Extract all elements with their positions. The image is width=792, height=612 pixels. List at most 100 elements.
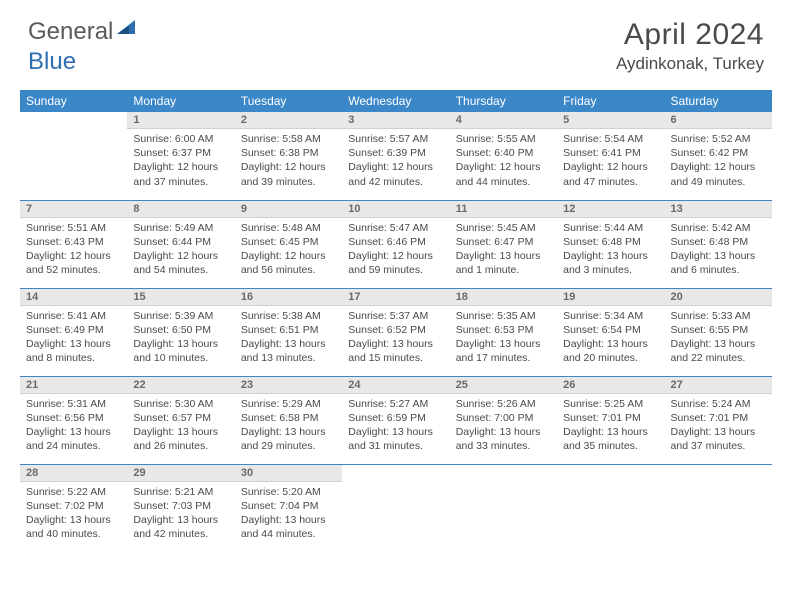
sunset-text: Sunset: 6:56 PM — [26, 411, 121, 425]
calendar-week-row: 28Sunrise: 5:22 AMSunset: 7:02 PMDayligh… — [20, 464, 772, 552]
empty-day — [665, 465, 772, 481]
daylight-text: Daylight: 12 hours and 59 minutes. — [348, 249, 443, 277]
sunset-text: Sunset: 6:43 PM — [26, 235, 121, 249]
title-block: April 2024 Aydinkonak, Turkey — [616, 18, 764, 74]
day-number: 25 — [450, 377, 557, 394]
day-details: Sunrise: 5:52 AMSunset: 6:42 PMDaylight:… — [665, 129, 772, 192]
sunset-text: Sunset: 7:00 PM — [456, 411, 551, 425]
page-title: April 2024 — [616, 18, 764, 52]
calendar-cell: 22 Sunrise: 5:30 AMSunset: 6:57 PMDayligh… — [127, 376, 234, 464]
calendar-cell: 21Sunrise: 5:31 AMSunset: 6:56 PMDayligh… — [20, 376, 127, 464]
sunrise-text: Sunrise: 5:35 AM — [456, 309, 551, 323]
calendar-cell: 20Sunrise: 5:33 AMSunset: 6:55 PMDayligh… — [665, 288, 772, 376]
calendar-cell: 11Sunrise: 5:45 AMSunset: 6:47 PMDayligh… — [450, 200, 557, 288]
daylight-text: Daylight: 13 hours and 13 minutes. — [241, 337, 336, 365]
day-details: Sunrise: 5:29 AMSunset: 6:58 PMDaylight:… — [235, 394, 342, 457]
calendar-cell — [665, 464, 772, 552]
day-number: 13 — [665, 201, 772, 218]
day-number: 11 — [450, 201, 557, 218]
day-details: Sunrise: 5:57 AMSunset: 6:39 PMDaylight:… — [342, 129, 449, 192]
daylight-text: Daylight: 13 hours and 40 minutes. — [26, 513, 121, 541]
day-details: Sunrise: 5:33 AMSunset: 6:55 PMDaylight:… — [665, 306, 772, 369]
daylight-text: Daylight: 12 hours and 39 minutes. — [241, 160, 336, 188]
day-number: 22 — [127, 377, 234, 394]
day-details: Sunrise: 5:20 AMSunset: 7:04 PMDaylight:… — [235, 482, 342, 545]
sunset-text: Sunset: 6:46 PM — [348, 235, 443, 249]
calendar-cell: 10Sunrise: 5:47 AMSunset: 6:46 PMDayligh… — [342, 200, 449, 288]
calendar-cell: 30Sunrise: 5:20 AMSunset: 7:04 PMDayligh… — [235, 464, 342, 552]
sunrise-text: Sunrise: 5:41 AM — [26, 309, 121, 323]
day-number: 18 — [450, 289, 557, 306]
sunrise-text: Sunrise: 5:25 AM — [563, 397, 658, 411]
calendar-week-row: 1Sunrise: 6:00 AMSunset: 6:37 PMDaylight… — [20, 112, 772, 200]
sunrise-text: Sunrise: 5:22 AM — [26, 485, 121, 499]
sunrise-text: Sunrise: 5:44 AM — [563, 221, 658, 235]
daylight-text: Daylight: 13 hours and 17 minutes. — [456, 337, 551, 365]
day-details: Sunrise: 5:47 AMSunset: 6:46 PMDaylight:… — [342, 218, 449, 281]
daylight-text: Daylight: 12 hours and 52 minutes. — [26, 249, 121, 277]
daylight-text: Daylight: 13 hours and 1 minute. — [456, 249, 551, 277]
sunrise-text: Sunrise: 5:37 AM — [348, 309, 443, 323]
day-number: 1 — [127, 112, 234, 129]
sunrise-text: Sunrise: 5:27 AM — [348, 397, 443, 411]
calendar-cell: 26Sunrise: 5:25 AMSunset: 7:01 PMDayligh… — [557, 376, 664, 464]
sunset-text: Sunset: 6:58 PM — [241, 411, 336, 425]
day-number: 3 — [342, 112, 449, 129]
weekday-header: Thursday — [450, 90, 557, 112]
sunrise-text: Sunrise: 5:30 AM — [133, 397, 228, 411]
logo-flag-icon — [117, 20, 143, 45]
day-details: Sunrise: 5:39 AMSunset: 6:50 PMDaylight:… — [127, 306, 234, 369]
calendar-cell: 3Sunrise: 5:57 AMSunset: 6:39 PMDaylight… — [342, 112, 449, 200]
sunrise-text: Sunrise: 5:39 AM — [133, 309, 228, 323]
daylight-text: Daylight: 13 hours and 42 minutes. — [133, 513, 228, 541]
daylight-text: Daylight: 12 hours and 47 minutes. — [563, 160, 658, 188]
calendar-cell: 27Sunrise: 5:24 AMSunset: 7:01 PMDayligh… — [665, 376, 772, 464]
calendar-cell: 19Sunrise: 5:34 AMSunset: 6:54 PMDayligh… — [557, 288, 664, 376]
day-number: 19 — [557, 289, 664, 306]
day-details: Sunrise: 5:37 AMSunset: 6:52 PMDaylight:… — [342, 306, 449, 369]
sunset-text: Sunset: 6:55 PM — [671, 323, 766, 337]
day-details: Sunrise: 5:35 AMSunset: 6:53 PMDaylight:… — [450, 306, 557, 369]
calendar-cell: 15Sunrise: 5:39 AMSunset: 6:50 PMDayligh… — [127, 288, 234, 376]
daylight-text: Daylight: 13 hours and 31 minutes. — [348, 425, 443, 453]
day-number: 15 — [127, 289, 234, 306]
day-details: Sunrise: 5:38 AMSunset: 6:51 PMDaylight:… — [235, 306, 342, 369]
logo-text-blue: Blue — [28, 48, 76, 75]
calendar-cell: 18Sunrise: 5:35 AMSunset: 6:53 PMDayligh… — [450, 288, 557, 376]
empty-day — [342, 465, 449, 481]
sunset-text: Sunset: 6:52 PM — [348, 323, 443, 337]
calendar-cell: 17Sunrise: 5:37 AMSunset: 6:52 PMDayligh… — [342, 288, 449, 376]
day-number: 5 — [557, 112, 664, 129]
sunrise-text: Sunrise: 5:42 AM — [671, 221, 766, 235]
daylight-text: Daylight: 12 hours and 42 minutes. — [348, 160, 443, 188]
daylight-text: Daylight: 13 hours and 26 minutes. — [133, 425, 228, 453]
calendar-cell: 8Sunrise: 5:49 AMSunset: 6:44 PMDaylight… — [127, 200, 234, 288]
sunrise-text: Sunrise: 5:45 AM — [456, 221, 551, 235]
sunset-text: Sunset: 6:57 PM — [133, 411, 228, 425]
day-number: 20 — [665, 289, 772, 306]
sunrise-text: Sunrise: 5:34 AM — [563, 309, 658, 323]
day-number: 14 — [20, 289, 127, 306]
sunrise-text: Sunrise: 5:24 AM — [671, 397, 766, 411]
empty-day — [557, 465, 664, 481]
day-number: 27 — [665, 377, 772, 394]
calendar-cell — [450, 464, 557, 552]
sunrise-text: Sunrise: 5:20 AM — [241, 485, 336, 499]
sunset-text: Sunset: 6:59 PM — [348, 411, 443, 425]
sunset-text: Sunset: 6:44 PM — [133, 235, 228, 249]
day-number: 29 — [127, 465, 234, 482]
sunset-text: Sunset: 7:04 PM — [241, 499, 336, 513]
sunset-text: Sunset: 7:02 PM — [26, 499, 121, 513]
sunset-text: Sunset: 7:01 PM — [563, 411, 658, 425]
sunset-text: Sunset: 6:42 PM — [671, 146, 766, 160]
day-details: Sunrise: 5:31 AMSunset: 6:56 PMDaylight:… — [20, 394, 127, 457]
day-details: Sunrise: 5:25 AMSunset: 7:01 PMDaylight:… — [557, 394, 664, 457]
sunset-text: Sunset: 6:38 PM — [241, 146, 336, 160]
sunset-text: Sunset: 6:51 PM — [241, 323, 336, 337]
sunset-text: Sunset: 6:40 PM — [456, 146, 551, 160]
calendar-cell: 16Sunrise: 5:38 AMSunset: 6:51 PMDayligh… — [235, 288, 342, 376]
calendar-cell: 9Sunrise: 5:48 AMSunset: 6:45 PMDaylight… — [235, 200, 342, 288]
daylight-text: Daylight: 13 hours and 22 minutes. — [671, 337, 766, 365]
daylight-text: Daylight: 13 hours and 15 minutes. — [348, 337, 443, 365]
daylight-text: Daylight: 13 hours and 37 minutes. — [671, 425, 766, 453]
